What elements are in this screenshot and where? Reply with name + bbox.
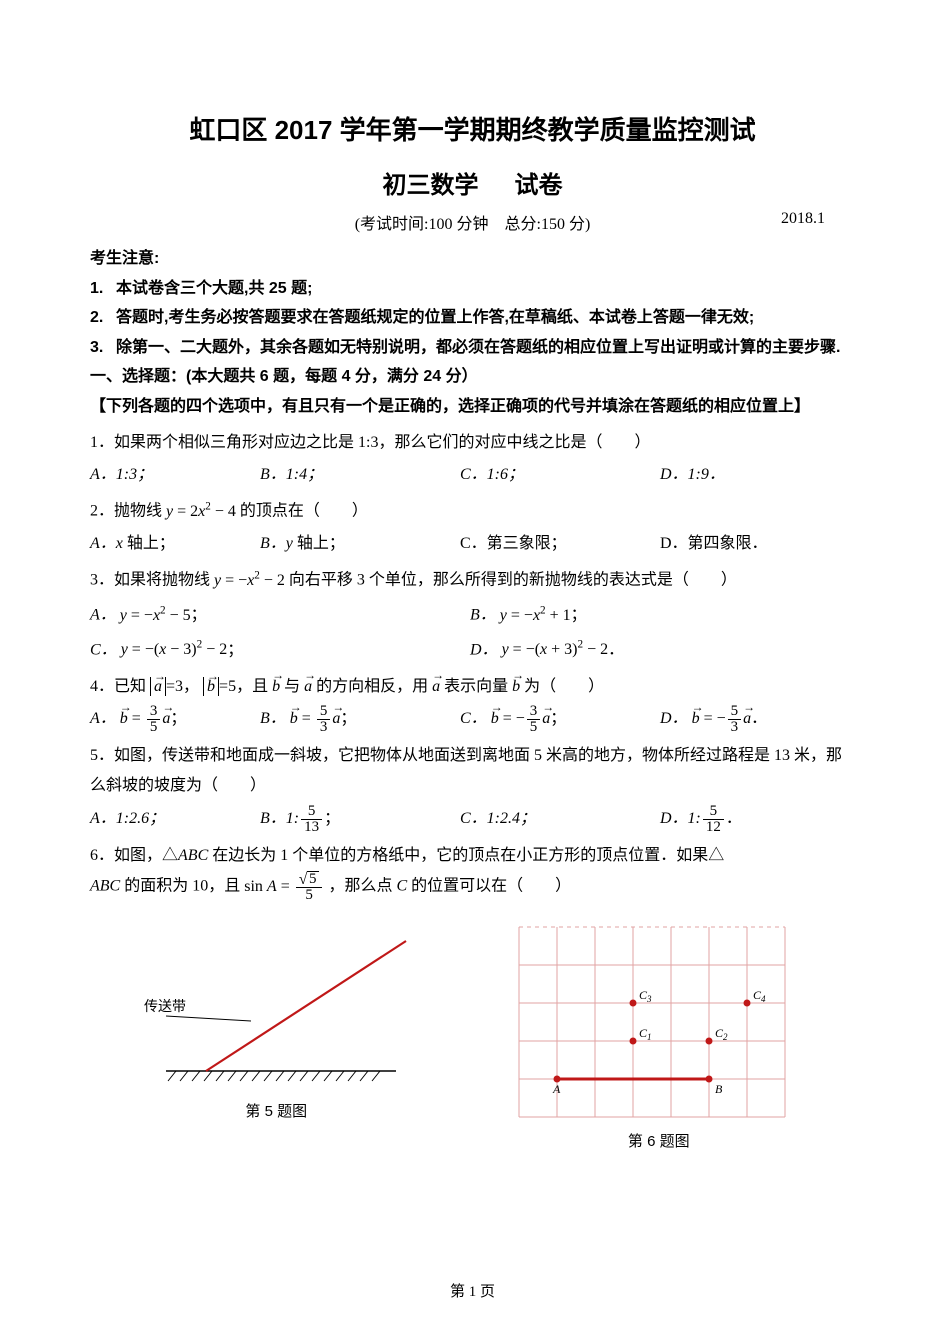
exam-date: 2018.1 [781,210,825,228]
figure-5: 传送带 第 5 题图 [136,921,416,1151]
q5-stem: 5．如图，传送带和地面成一斜坡，它把物体从地面送到离地面 5 米高的地方，物体所… [90,741,855,802]
svg-text:A: A [552,1082,561,1096]
q5-opt-b: B．1:513； [260,804,460,835]
svg-text:B: B [715,1082,723,1096]
q4-options: A． b = 35a； B． b = 53a； C． b = −35a； D． … [90,704,855,735]
notice-item-2: 2.答题时,考生务必按答题要求在答题纸规定的位置上作答,在草稿纸、本试卷上答题一… [90,303,855,333]
sub-title-a: 初三数学 [383,172,479,199]
q4-opt-d: D． b = −53a． [660,704,855,735]
fig5-caption: 第 5 题图 [136,1100,416,1121]
exam-meta-text: (考试时间:100 分钟 总分:150 分) [355,216,591,233]
fig6-svg: A B C1 C2 C3 C4 [509,921,809,1121]
q3-stem: 3．如果将抛物线 y = −x2 − 2 向右平移 3 个单位，那么所得到的新抛… [90,565,855,596]
q1-opt-b: B．1:4； [260,460,460,490]
section1-instr: 【下列各题的四个选项中，有且只有一个是正确的，选择正确项的代号并填涂在答题纸的相… [90,392,855,422]
figure-row: 传送带 第 5 题图 A B C1 C2 C3 C4 第 6 题图 [90,921,855,1151]
svg-text:C1: C1 [639,1026,652,1042]
q3-opt-d: D． y = −(x + 3)2 − 2． [470,635,855,666]
exam-meta: (考试时间:100 分钟 总分:150 分) 2018.1 [90,210,855,234]
svg-text:传送带: 传送带 [144,999,186,1015]
q3-options-2: C． y = −(x − 3)2 − 2； D． y = −(x + 3)2 −… [90,635,855,666]
q2-opt-d: D．第四象限． [660,529,855,559]
q2-opt-a: A．x 轴上； [90,529,260,559]
q1-options: A．1:3； B．1:4； C．1:6； D．1:9． [90,460,855,490]
q5-opt-c: C．1:2.4； [460,804,660,835]
q4-opt-a: A． b = 35a； [90,704,260,735]
sub-title: 初三数学 试卷 [90,165,855,200]
q3-opt-a: A． y = −x2 − 5； [90,600,470,631]
svg-text:C2: C2 [715,1026,728,1042]
svg-text:C4: C4 [753,988,766,1004]
q3-opt-c: C． y = −(x − 3)2 − 2； [90,635,470,666]
q2-options: A．x 轴上； B．y 轴上； C．第三象限； D．第四象限． [90,529,855,559]
q5-opt-d: D．1:512． [660,804,855,835]
figure-6: A B C1 C2 C3 C4 第 6 题图 [509,921,809,1151]
q1-opt-d: D．1:9． [660,460,855,490]
page-footer: 第 1 页 [0,1280,945,1301]
q2-opt-c: C．第三象限； [460,529,660,559]
exam-page: 虹口区 2017 学年第一学期期终教学质量监控测试 初三数学 试卷 (考试时间:1… [0,0,945,1337]
q5-options: A．1:2.6； B．1:513； C．1:2.4； D．1:512． [90,804,855,835]
q3-opt-b: B． y = −x2 + 1； [470,600,855,631]
sub-title-b: 试卷 [515,172,563,199]
q2-opt-b: B．y 轴上； [260,529,460,559]
fig6-caption: 第 6 题图 [509,1130,809,1151]
main-title: 虹口区 2017 学年第一学期期终教学质量监控测试 [90,110,855,147]
q6-stem: 6．如图，△ABC 在边长为 1 个单位的方格纸中，它的顶点在小正方形的顶点位置… [90,841,855,903]
q4-stem: 4．已知 a=3， b=5，且 b 与 a 的方向相反，用 a 表示向量 b 为… [90,672,855,702]
notice-item-3: 3.除第一、二大题外，其余各题如无特别说明，都必须在答题纸的相应位置上写出证明或… [90,333,855,363]
section1-head: 一、选择题：(本大题共 6 题，每题 4 分，满分 24 分） [90,362,855,392]
svg-text:C3: C3 [639,988,652,1004]
q2-stem: 2．抛物线 y = 2x2 − 4 的顶点在（ ） [90,496,855,527]
notice-item-1: 1.本试卷含三个大题,共 25 题; [90,274,855,304]
q3-options-1: A． y = −x2 − 5； B． y = −x2 + 1； [90,600,855,631]
q1-opt-a: A．1:3； [90,460,260,490]
fig5-svg: 传送带 [136,921,416,1091]
q1-stem: 1．如果两个相似三角形对应边之比是 1:3，那么它们的对应中线之比是（ ） [90,428,855,458]
notice-head: 考生注意: [90,244,855,274]
q1-opt-c: C．1:6； [460,460,660,490]
q4-opt-b: B． b = 53a； [260,704,460,735]
q4-opt-c: C． b = −35a； [460,704,660,735]
q5-opt-a: A．1:2.6； [90,804,260,835]
